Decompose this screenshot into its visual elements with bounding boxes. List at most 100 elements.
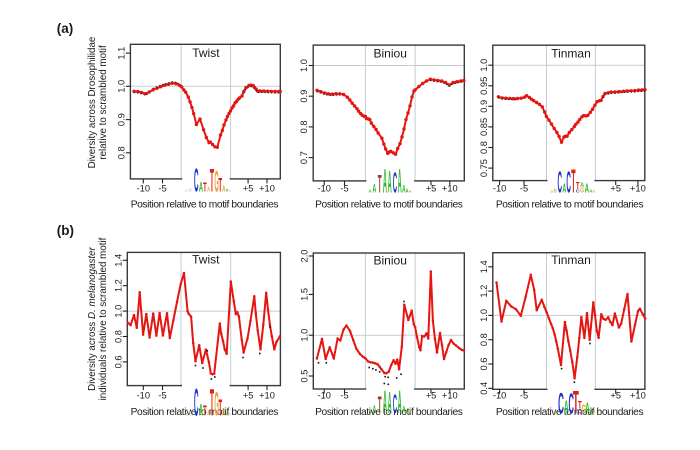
svg-text:relative to scrambled motif: relative to scrambled motif xyxy=(98,45,109,160)
svg-text:0.8: 0.8 xyxy=(479,141,489,154)
svg-text:-10: -10 xyxy=(317,391,330,401)
svg-text:0.8: 0.8 xyxy=(479,333,489,346)
svg-text:A: A xyxy=(373,403,377,416)
svg-text:A: A xyxy=(589,409,593,416)
svg-text:A: A xyxy=(207,187,210,194)
svg-text:A: A xyxy=(222,185,225,194)
svg-text:A: A xyxy=(562,182,566,196)
svg-text:C: C xyxy=(576,188,580,194)
svg-text:+5: +5 xyxy=(610,391,621,401)
svg-text:A: A xyxy=(383,163,387,201)
svg-text:T: T xyxy=(573,385,579,422)
svg-text:0.7: 0.7 xyxy=(299,151,309,164)
svg-text:A: A xyxy=(402,404,405,416)
svg-text:Position relative to motif bou: Position relative to motif boundaries xyxy=(496,200,644,211)
svg-text:A: A xyxy=(199,401,203,420)
svg-text:0.4: 0.4 xyxy=(479,382,489,395)
svg-text:S: S xyxy=(554,410,557,414)
svg-text:-5: -5 xyxy=(340,391,348,401)
svg-text:A: A xyxy=(406,188,410,194)
svg-text:T: T xyxy=(218,395,222,421)
svg-text:C: C xyxy=(393,390,397,420)
svg-text:+5: +5 xyxy=(426,391,437,401)
svg-text:(a): (a) xyxy=(57,21,74,36)
svg-text:Twist: Twist xyxy=(192,253,220,267)
svg-text:1.0: 1.0 xyxy=(479,309,489,322)
svg-text:A: A xyxy=(589,188,593,193)
svg-text:A: A xyxy=(228,413,231,417)
svg-text:0.8: 0.8 xyxy=(113,330,123,343)
svg-text:1.5: 1.5 xyxy=(299,288,309,301)
svg-text:+10: +10 xyxy=(630,391,646,401)
svg-text:1.0: 1.0 xyxy=(299,59,309,72)
svg-text:-5: -5 xyxy=(520,184,528,194)
svg-text:Biniou: Biniou xyxy=(374,47,407,61)
svg-text:1.0: 1.0 xyxy=(113,305,123,318)
svg-text:A: A xyxy=(406,409,410,414)
svg-text:-5: -5 xyxy=(340,184,348,194)
svg-text:-10: -10 xyxy=(137,184,150,194)
svg-text:T: T xyxy=(203,404,207,420)
svg-text:A: A xyxy=(199,180,203,196)
svg-text:A: A xyxy=(585,182,589,196)
svg-text:Diversity across D. melanogast: Diversity across D. melanogaster xyxy=(87,246,98,390)
svg-text:+5: +5 xyxy=(243,184,254,194)
svg-text:T: T xyxy=(576,179,580,191)
svg-text:C: C xyxy=(566,165,571,200)
svg-text:A: A xyxy=(593,410,596,415)
svg-text:A: A xyxy=(398,163,402,201)
svg-text:-5: -5 xyxy=(520,391,528,401)
svg-text:G: G xyxy=(214,167,218,199)
svg-text:A: A xyxy=(383,384,387,420)
svg-text:+10: +10 xyxy=(442,391,458,401)
svg-text:individuals relative to scramb: individuals relative to scrambled motif xyxy=(98,237,109,400)
svg-text:A: A xyxy=(368,409,371,414)
svg-text:S: S xyxy=(550,190,554,193)
svg-text:T: T xyxy=(578,399,582,411)
svg-text:0.85: 0.85 xyxy=(479,118,489,136)
svg-text:-10: -10 xyxy=(493,391,506,401)
svg-text:A: A xyxy=(228,189,231,192)
svg-text:1.0: 1.0 xyxy=(116,80,126,93)
svg-text:Position relative to motif bou: Position relative to motif boundaries xyxy=(315,407,463,418)
svg-text:A: A xyxy=(185,189,188,192)
svg-text:G: G xyxy=(214,386,218,424)
svg-text:-10: -10 xyxy=(493,184,506,194)
svg-text:Tinman: Tinman xyxy=(551,253,591,267)
svg-text:Diversity across Drosophilidae: Diversity across Drosophilidae xyxy=(87,36,98,168)
svg-text:Tinman: Tinman xyxy=(551,47,591,61)
svg-text:T: T xyxy=(378,169,382,198)
svg-text:0.95: 0.95 xyxy=(479,77,489,95)
svg-text:O: O xyxy=(592,189,595,193)
svg-text:C: C xyxy=(194,381,199,424)
svg-text:A: A xyxy=(564,396,569,417)
svg-text:0.9: 0.9 xyxy=(299,90,309,103)
svg-text:G: G xyxy=(580,187,584,195)
svg-text:+10: +10 xyxy=(630,184,646,194)
svg-text:S: S xyxy=(554,188,558,194)
svg-text:+10: +10 xyxy=(442,184,458,194)
svg-text:A: A xyxy=(207,411,211,418)
svg-text:C: C xyxy=(558,165,563,200)
svg-text:-5: -5 xyxy=(158,184,166,194)
svg-text:+5: +5 xyxy=(610,184,621,194)
svg-text:0.8: 0.8 xyxy=(116,146,126,159)
svg-text:T: T xyxy=(210,162,214,198)
svg-text:0.6: 0.6 xyxy=(113,355,123,368)
svg-text:0.75: 0.75 xyxy=(479,159,489,177)
svg-text:(b): (b) xyxy=(57,223,74,238)
svg-text:A: A xyxy=(185,413,188,417)
svg-text:+5: +5 xyxy=(243,391,254,401)
svg-text:A: A xyxy=(368,188,371,193)
svg-text:Position relative to motif bou: Position relative to motif boundaries xyxy=(131,407,279,418)
svg-text:C: C xyxy=(578,408,582,416)
svg-text:T: T xyxy=(378,391,382,418)
svg-text:+5: +5 xyxy=(426,184,437,194)
svg-text:A: A xyxy=(373,182,377,195)
svg-text:1.0: 1.0 xyxy=(299,329,309,342)
svg-text:1.4: 1.4 xyxy=(113,254,123,267)
svg-text:T: T xyxy=(571,163,575,200)
svg-text:T: T xyxy=(218,175,222,197)
svg-text:A: A xyxy=(402,182,405,195)
svg-text:C: C xyxy=(568,389,573,420)
